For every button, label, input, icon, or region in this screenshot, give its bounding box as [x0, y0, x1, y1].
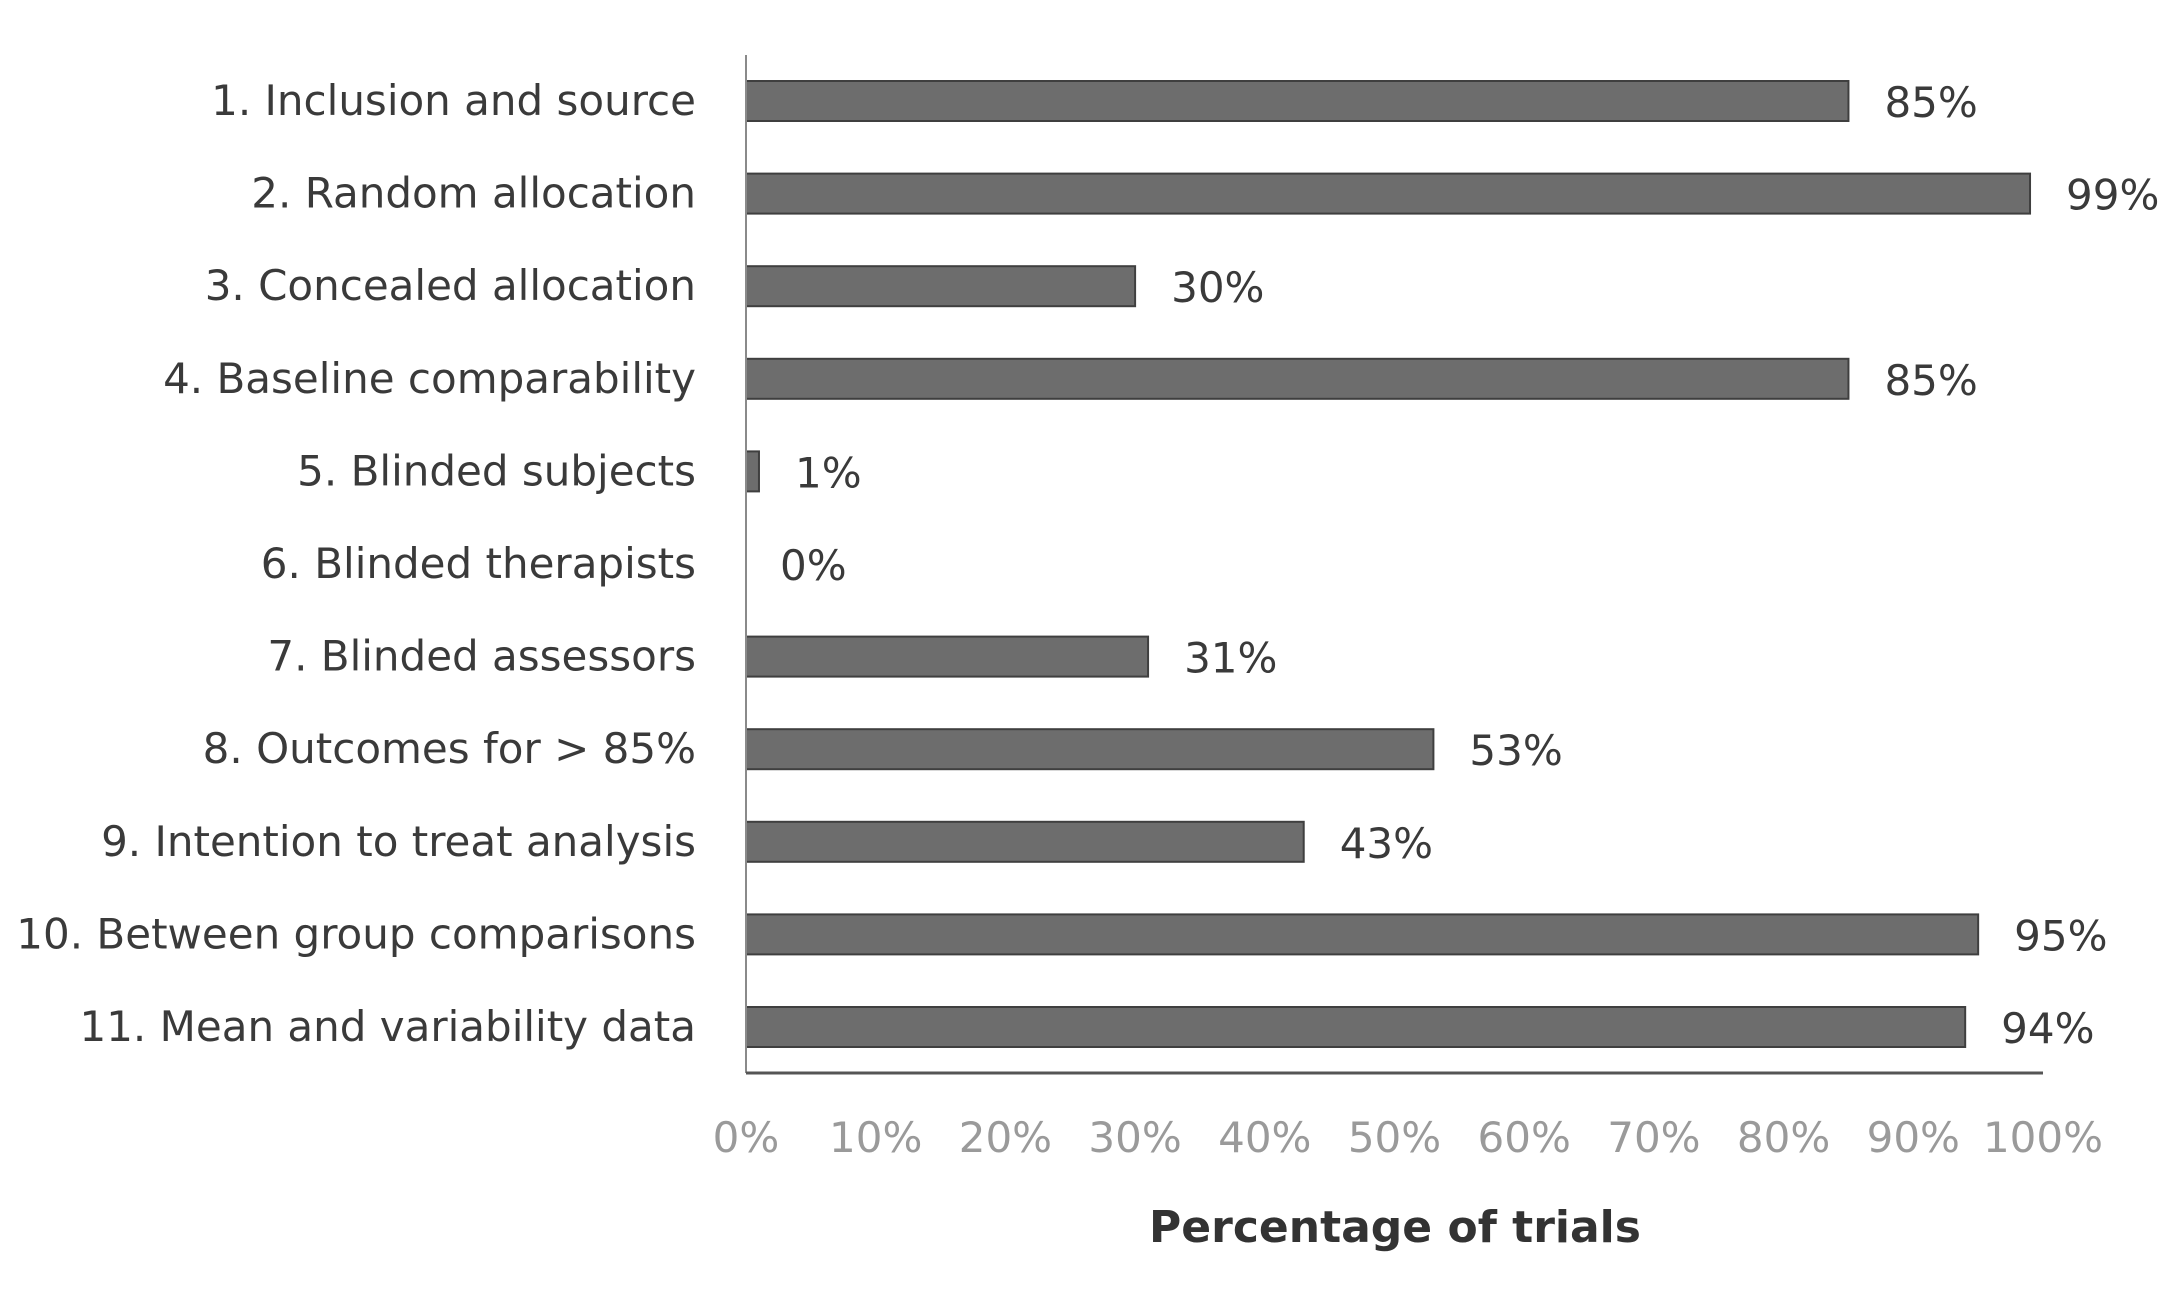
- x-tick-label: 20%: [959, 1113, 1052, 1162]
- bar: [745, 913, 1980, 956]
- category-label: 11. Mean and variability data: [79, 1002, 696, 1051]
- x-tick-label: 60%: [1478, 1113, 1571, 1162]
- bars-layer: [745, 80, 2032, 1048]
- x-tick-label: 10%: [829, 1113, 922, 1162]
- x-tick-label: 100%: [1983, 1113, 2103, 1162]
- data-label: 99%: [2066, 171, 2159, 220]
- category-label: 2. Random allocation: [251, 169, 696, 218]
- data-label: 85%: [1884, 78, 1977, 127]
- bar: [745, 450, 760, 493]
- bar: [745, 728, 1435, 771]
- data-label: 85%: [1884, 356, 1977, 405]
- labels-layer: 1. Inclusion and source 85% 2. Random allo…: [16, 76, 2159, 1053]
- x-tick-label: 90%: [1867, 1113, 1960, 1162]
- axis-layer: 0% 10% 20% 30% 40% 50% 60% 70% 80% 90% 100%: [713, 55, 2103, 1162]
- data-label: 1%: [795, 448, 862, 497]
- category-label: 9. Intention to treat analysis: [101, 817, 696, 866]
- data-label: 31%: [1184, 634, 1277, 683]
- x-tick-label: 70%: [1607, 1113, 1700, 1162]
- bar: [745, 820, 1305, 863]
- bar: [745, 635, 1150, 678]
- data-label: 95%: [2014, 911, 2107, 960]
- category-label: 10. Between group comparisons: [16, 909, 696, 958]
- bar: [745, 357, 1850, 400]
- bar: [745, 265, 1137, 308]
- data-label: 53%: [1469, 726, 1562, 775]
- bar: [745, 172, 2032, 215]
- x-tick-label: 80%: [1737, 1113, 1830, 1162]
- bar: [745, 1006, 1967, 1048]
- category-label: 7. Blinded assessors: [267, 632, 696, 681]
- x-axis-title: Percentage of trials: [1149, 1202, 1641, 1253]
- data-label: 43%: [1340, 819, 1433, 868]
- category-label: 8. Outcomes for > 85%: [203, 724, 696, 773]
- data-label: 30%: [1171, 263, 1264, 312]
- x-tick-label: 0%: [713, 1113, 780, 1162]
- bar: [745, 80, 1850, 122]
- category-label: 6. Blinded therapists: [261, 539, 696, 588]
- category-label: 5. Blinded subjects: [297, 446, 696, 495]
- category-label: 3. Concealed allocation: [205, 261, 696, 310]
- x-tick-label: 50%: [1348, 1113, 1441, 1162]
- category-label: 4. Baseline comparability: [163, 354, 696, 403]
- data-label: 0%: [780, 541, 847, 590]
- x-tick-label: 30%: [1088, 1113, 1181, 1162]
- x-tick-label: 40%: [1218, 1113, 1311, 1162]
- data-label: 94%: [2001, 1004, 2094, 1053]
- category-label: 1. Inclusion and source: [211, 76, 696, 125]
